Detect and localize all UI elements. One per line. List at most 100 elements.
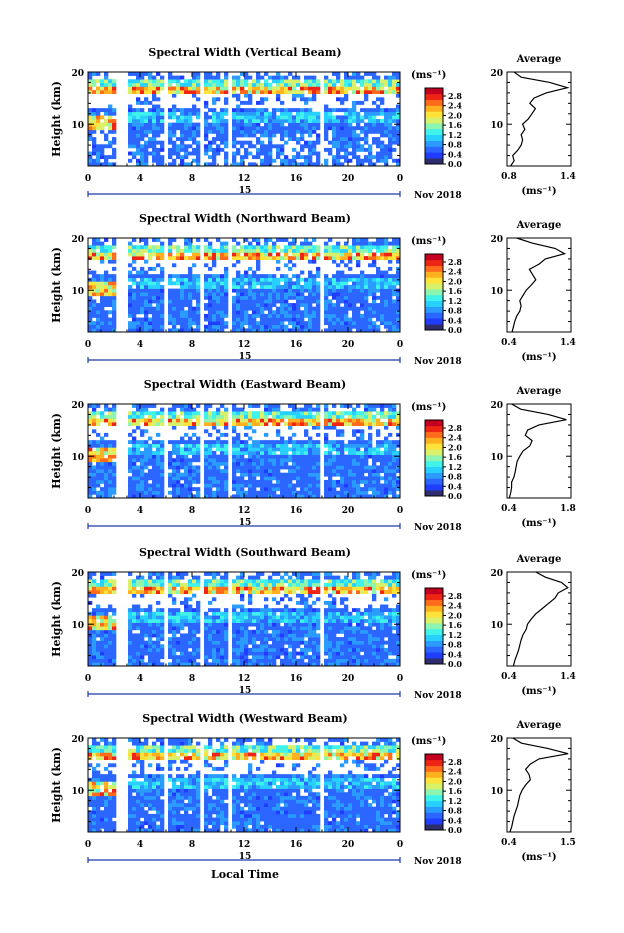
colorbar-segment xyxy=(425,283,443,289)
heatmap-cell xyxy=(208,415,212,419)
heatmap-cell xyxy=(352,321,356,325)
heatmap-cell xyxy=(148,256,152,260)
heatmap-cell xyxy=(348,303,352,307)
heatmap-cell xyxy=(148,623,152,627)
heatmap-cell xyxy=(360,148,364,152)
heatmap-cell xyxy=(176,144,180,148)
heatmap-cell xyxy=(376,491,380,495)
average-x-tick-label: 1.4 xyxy=(560,338,576,348)
heatmap-cell xyxy=(112,586,116,590)
heatmap-cell xyxy=(88,314,92,318)
heatmap-cell xyxy=(380,415,384,419)
heatmap-cell xyxy=(308,123,312,127)
heatmap-cell xyxy=(360,491,364,495)
heatmap-cell xyxy=(248,252,252,256)
heatmap-cell xyxy=(308,321,312,325)
heatmap-cell xyxy=(308,447,312,451)
heatmap-cell xyxy=(384,278,388,282)
heatmap-cell xyxy=(340,321,344,325)
heatmap-cell xyxy=(156,623,160,627)
colorbar-unit: (ms⁻¹) xyxy=(411,402,446,413)
heatmap-cell xyxy=(224,411,228,415)
heatmap-cell xyxy=(332,447,336,451)
heatmap-cell xyxy=(204,256,208,260)
heatmap-cell xyxy=(288,437,292,441)
heatmap-cell xyxy=(256,119,260,123)
heatmap-cell xyxy=(100,281,104,285)
heatmap-cell xyxy=(212,458,216,462)
heatmap-cell xyxy=(348,318,352,322)
heatmap-cell xyxy=(224,447,228,451)
heatmap-cell xyxy=(100,148,104,152)
heatmap-cell xyxy=(236,418,240,422)
heatmap-cell xyxy=(128,115,132,119)
heatmap-cell xyxy=(380,123,384,127)
heatmap-cell xyxy=(336,126,340,130)
heatmap-cell xyxy=(152,484,156,488)
heatmap-cell xyxy=(344,119,348,123)
heatmap-cell xyxy=(112,310,116,314)
heatmap-cell xyxy=(224,480,228,484)
heatmap-cell xyxy=(368,83,372,87)
heatmap-cell xyxy=(180,130,184,134)
heatmap-cell xyxy=(292,411,296,415)
heatmap-cell xyxy=(324,296,328,300)
heatmap-cell xyxy=(264,256,268,260)
heatmap-cell xyxy=(176,108,180,112)
heatmap-cell xyxy=(344,310,348,314)
heatmap-cell xyxy=(212,480,216,484)
heatmap-cell xyxy=(348,267,352,271)
heatmap-cell xyxy=(128,572,132,576)
heatmap-cell xyxy=(324,415,328,419)
heatmap-cell xyxy=(136,144,140,148)
heatmap-cell xyxy=(304,415,308,419)
heatmap-cell xyxy=(104,108,108,112)
heatmap-cell xyxy=(112,630,116,634)
heatmap-cell xyxy=(268,159,272,163)
heatmap-cell xyxy=(324,76,328,80)
heatmap-cell xyxy=(148,484,152,488)
heatmap-cell xyxy=(276,289,280,293)
heatmap-cell xyxy=(328,148,332,152)
heatmap-cell xyxy=(148,289,152,293)
heatmap-cell xyxy=(296,318,300,322)
heatmap-cell xyxy=(208,126,212,130)
heatmap-cell xyxy=(256,155,260,159)
heatmap-cell xyxy=(180,473,184,477)
heatmap-cell xyxy=(324,307,328,311)
heatmap-cell xyxy=(196,155,200,159)
heatmap-cell xyxy=(340,462,344,466)
heatmap-cell xyxy=(88,252,92,256)
heatmap-cell xyxy=(92,659,96,663)
heatmap-cell xyxy=(336,152,340,156)
heatmap-cell xyxy=(140,418,144,422)
heatmap-cell xyxy=(376,303,380,307)
heatmap-cell xyxy=(156,238,160,242)
heatmap-cell xyxy=(172,112,176,116)
heatmap-cell xyxy=(376,271,380,275)
heatmap-cell xyxy=(260,462,264,466)
heatmap-cell xyxy=(132,429,136,433)
heatmap-cell xyxy=(140,90,144,94)
heatmap-cell xyxy=(132,404,136,408)
heatmap-cell xyxy=(180,314,184,318)
heatmap-cell xyxy=(100,314,104,318)
heatmap-cell xyxy=(148,644,152,648)
heatmap-cell xyxy=(340,418,344,422)
heatmap-cell xyxy=(148,274,152,278)
heatmap-cell xyxy=(136,133,140,137)
heatmap-cell xyxy=(356,79,360,83)
heatmap-cell xyxy=(264,292,268,296)
heatmap-cell xyxy=(100,576,104,580)
heatmap-cell xyxy=(204,476,208,480)
heatmap-cell xyxy=(348,260,352,264)
heatmap-cell xyxy=(332,292,336,296)
heatmap-cell xyxy=(332,418,336,422)
heatmap-cell xyxy=(144,476,148,480)
heatmap-cell xyxy=(268,289,272,293)
heatmap-cell xyxy=(336,299,340,303)
heatmap-cell xyxy=(220,487,224,491)
heatmap-cell xyxy=(212,462,216,466)
heatmap-cell xyxy=(156,440,160,444)
heatmap-cell xyxy=(128,644,132,648)
